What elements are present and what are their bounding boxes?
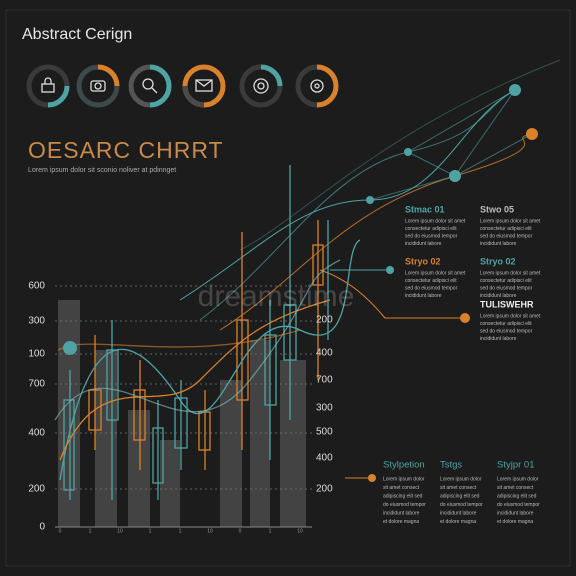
left-axis-label: 200 [28, 484, 45, 495]
callout-text: consectetur adipisci elit [480, 226, 532, 232]
watermark: dreamstime [198, 280, 355, 313]
callout-text: Lorem ipsum dolor sit amet [480, 313, 541, 319]
note-text: adipiscing elit sed [383, 493, 423, 499]
x-axis-label: 1 [89, 528, 92, 534]
x-axis-label: 0 [239, 528, 242, 534]
x-axis-label: 10 [117, 528, 123, 534]
callout-text: consectetur adipisci elit [480, 321, 532, 327]
callout-text: consectetur adipisci elit [480, 278, 532, 284]
note-title: Styjpr 01 [497, 460, 535, 471]
callout-text: incididunt labore [480, 336, 517, 342]
callout-text: incididunt labore [480, 293, 517, 299]
note-title: Stylpetion [383, 460, 425, 471]
frame [5, 9, 571, 567]
note-text: adipiscing elit sed [497, 493, 537, 499]
note-text: Lorem ipsum dolor [497, 476, 539, 482]
note-text: sit amet consect [440, 485, 477, 491]
note-text: incididunt labore [497, 510, 534, 516]
callout-title: Stwo 05 [480, 204, 514, 214]
left-axis-label: 0 [39, 522, 45, 533]
callout-text: consectetur adipisci elit [405, 278, 457, 284]
note-text: Lorem ipsum dolor [383, 476, 425, 482]
x-axis-label: 1 [149, 528, 152, 534]
callout-text: incididunt labore [405, 293, 442, 299]
x-axis-label: 1 [179, 528, 182, 534]
note-text: adipiscing elit sed [440, 493, 480, 499]
x-axis-label: 10 [297, 528, 303, 534]
callout-text: Lorem ipsum dolor sit amet [405, 270, 466, 276]
callout-text: sed do eiusmod tempor [405, 233, 458, 239]
callout-text: Lorem ipsum dolor sit amet [480, 270, 541, 276]
chart-title: OESARC CHRRT [28, 137, 224, 163]
right-axis-label: 300 [316, 403, 333, 414]
x-axis-label: 0 [59, 528, 62, 534]
callout-text: Lorem ipsum dolor sit amet [405, 218, 466, 224]
callout-text: sed do eiusmod tempor [480, 285, 533, 291]
note-text: do eiusmod tempor [383, 502, 426, 508]
callout-title: TULISWEHR [480, 299, 534, 309]
callout-text: incididunt labore [480, 241, 517, 247]
right-axis-label: 200 [316, 315, 333, 326]
right-axis-label: 200 [316, 484, 333, 495]
callout-text: sed do eiusmod tempor [405, 285, 458, 291]
note-text: et dolore magna [383, 519, 419, 525]
note-text: et dolore magna [497, 519, 533, 525]
note-text: et dolore magna [440, 519, 476, 525]
note-text: incididunt labore [383, 510, 420, 516]
note-text: incididunt labore [440, 510, 477, 516]
left-axis-label: 400 [28, 428, 45, 439]
note-text: do eiusmod tempor [440, 502, 483, 508]
callout-title: Stmac 01 [405, 204, 445, 214]
x-axis-label: 10 [207, 528, 213, 534]
callout-text: sed do eiusmod tempor [480, 328, 533, 334]
chart-subtitle: Lorem ipsum dolor sit sconio noliver at … [28, 167, 176, 174]
left-axis-label: 300 [28, 316, 45, 327]
left-axis-label: 600 [28, 281, 45, 292]
x-axis-label: 1 [269, 528, 272, 534]
network [179, 59, 561, 482]
callout-title: Stryo 02 [405, 256, 441, 266]
right-axis-label: 500 [316, 427, 333, 438]
note-text: Lorem ipsum dolor [440, 476, 482, 482]
note-text: do eiusmod tempor [497, 502, 540, 508]
callout-title: Stryo 02 [480, 256, 516, 266]
left-axis-label: 100 [28, 349, 45, 360]
callout-text: sed do eiusmod tempor [480, 233, 533, 239]
note-text: sit amet consect [383, 485, 420, 491]
icon-row [26, 64, 339, 108]
chart-area [54, 165, 361, 528]
right-axis-label: 400 [316, 453, 333, 464]
page-title: Abstract Cerign [22, 26, 132, 43]
left-axis-label: 700 [28, 379, 45, 390]
right-axis-label: 400 [316, 348, 333, 359]
right-axis-label: 700 [316, 375, 333, 386]
callout-text: Lorem ipsum dolor sit amet [480, 218, 541, 224]
callout-text: incididunt labore [405, 241, 442, 247]
callout-text: consectetur adipisci elit [405, 226, 457, 232]
note-text: sit amet consect [497, 485, 534, 491]
note-title: Tstgs [440, 460, 462, 471]
